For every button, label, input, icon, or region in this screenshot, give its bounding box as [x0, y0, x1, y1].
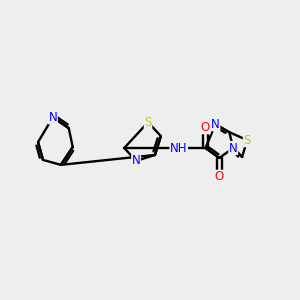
Text: NH: NH: [170, 142, 188, 154]
Text: O: O: [215, 170, 224, 183]
Text: N: N: [229, 142, 238, 154]
Text: O: O: [201, 121, 210, 134]
Text: N: N: [211, 118, 220, 131]
Text: N: N: [132, 154, 140, 167]
Text: N: N: [49, 111, 57, 124]
Text: S: S: [144, 116, 152, 129]
Text: S: S: [243, 134, 251, 147]
